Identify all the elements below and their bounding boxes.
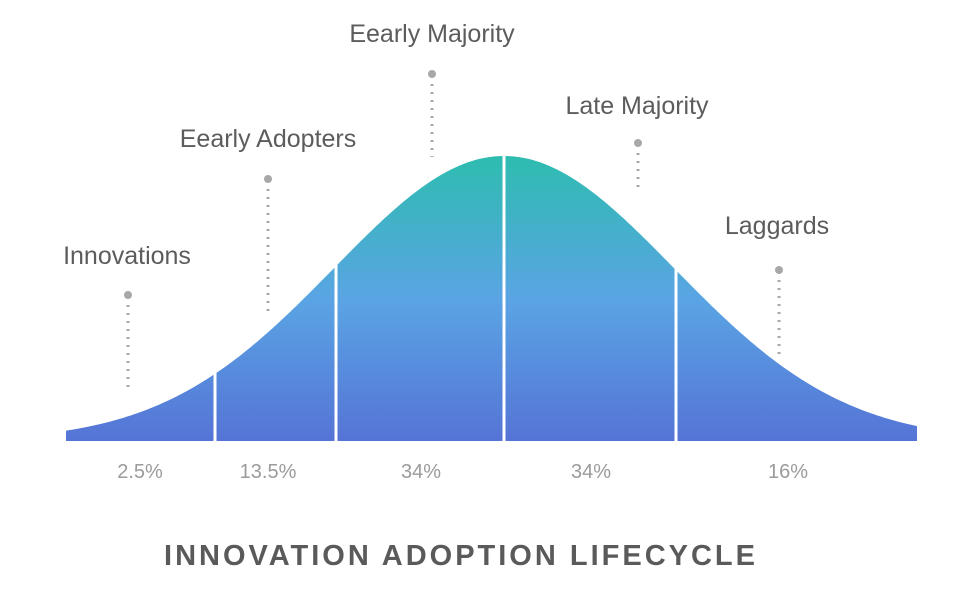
leader-lines [124, 70, 783, 392]
leader-innovations-dot [124, 291, 132, 299]
leader-early-majority [428, 70, 436, 157]
percent-early-majority: 34% [400, 461, 442, 483]
percent-late-majority: 34% [570, 461, 612, 483]
diagram-title: INNOVATION ADOPTION LIFECYCLE [164, 540, 758, 572]
leader-early-majority-dot [428, 70, 436, 78]
percent-early-adopters: 13.5% [239, 461, 297, 483]
leader-innovations [124, 291, 132, 392]
label-early-majority: Eearly Majority [349, 20, 515, 48]
leader-early-adopters [264, 175, 272, 316]
label-innovations: Innovations [63, 242, 191, 270]
leader-early-adopters-dot [264, 175, 272, 183]
leader-laggards [775, 266, 783, 356]
label-laggards: Laggards [724, 212, 830, 240]
leader-laggards-dot [775, 266, 783, 274]
leader-late-majority-dot [634, 139, 642, 147]
label-early-adopters: Eearly Adopters [179, 125, 357, 153]
segment-dividers [213, 153, 678, 442]
percent-innovations: 2.5% [117, 461, 163, 483]
leader-late-majority [634, 139, 642, 190]
label-late-majority: Late Majority [565, 92, 709, 120]
percent-laggards: 16% [767, 461, 809, 483]
bell-curve-area [66, 156, 917, 441]
